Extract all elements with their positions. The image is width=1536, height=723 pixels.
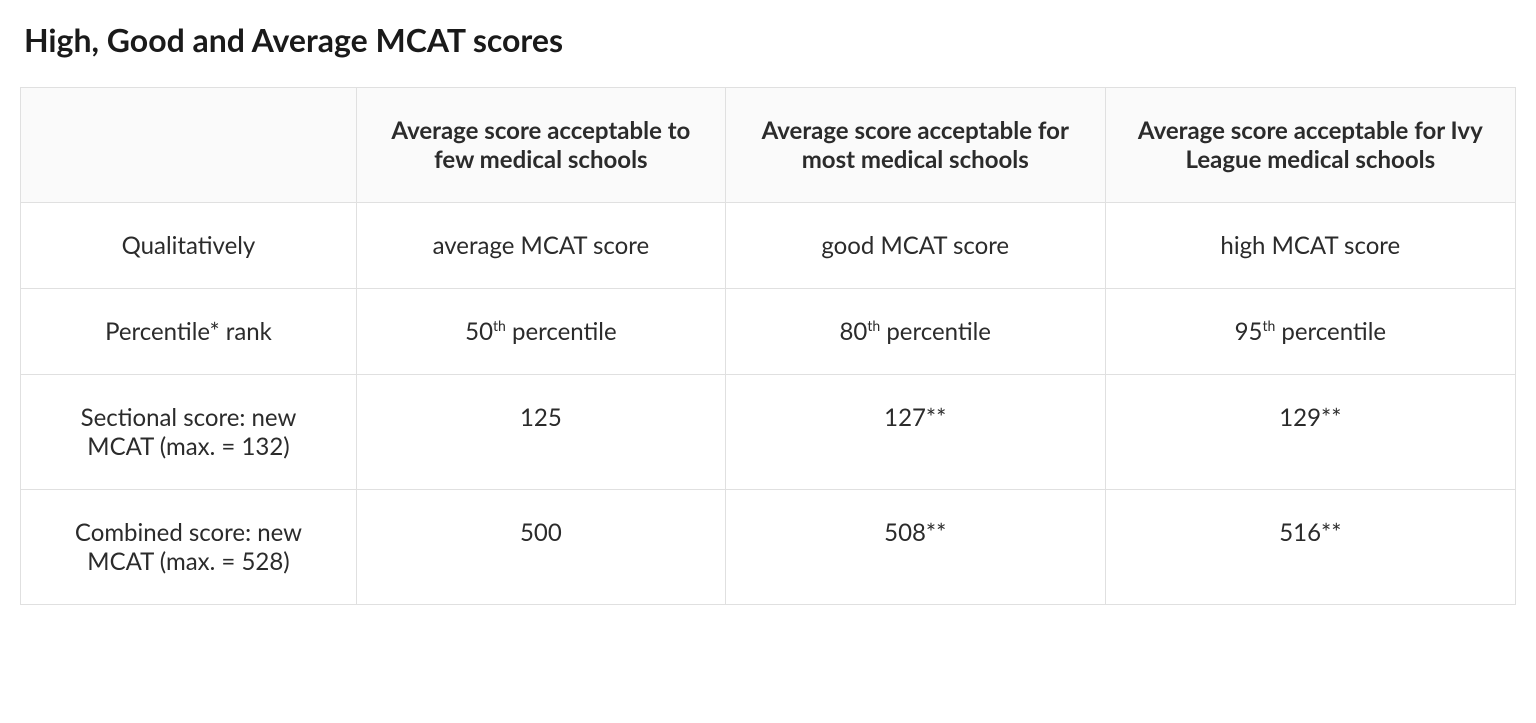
cell-qual-most: good MCAT score [725, 203, 1105, 289]
row-label-sectional: Sectional score: new MCAT (max. = 132) [21, 375, 357, 490]
cell-sectional-few: 125 [356, 375, 725, 490]
cell-percentile-ivy: 95th percentile [1105, 289, 1515, 375]
page-title: High, Good and Average MCAT scores [20, 20, 1516, 59]
page-container: High, Good and Average MCAT scores Avera… [20, 20, 1516, 605]
cell-sectional-most: 127** [725, 375, 1105, 490]
table-row: Qualitatively average MCAT score good MC… [21, 203, 1516, 289]
table-row: Combined score: new MCAT (max. = 528) 50… [21, 490, 1516, 605]
cell-percentile-most: 80th percentile [725, 289, 1105, 375]
cell-sectional-ivy: 129** [1105, 375, 1515, 490]
header-ivy-schools: Average score acceptable for Ivy League … [1105, 88, 1515, 203]
header-few-schools: Average score acceptable to few medical … [356, 88, 725, 203]
row-label-qualitatively: Qualitatively [21, 203, 357, 289]
cell-qual-few: average MCAT score [356, 203, 725, 289]
mcat-scores-table: Average score acceptable to few medical … [20, 87, 1516, 605]
cell-combined-most: 508** [725, 490, 1105, 605]
cell-percentile-few: 50th percentile [356, 289, 725, 375]
row-label-combined: Combined score: new MCAT (max. = 528) [21, 490, 357, 605]
table-row: Sectional score: new MCAT (max. = 132) 1… [21, 375, 1516, 490]
cell-qual-ivy: high MCAT score [1105, 203, 1515, 289]
header-most-schools: Average score acceptable for most medica… [725, 88, 1105, 203]
cell-combined-ivy: 516** [1105, 490, 1515, 605]
header-empty [21, 88, 357, 203]
cell-combined-few: 500 [356, 490, 725, 605]
table-header-row: Average score acceptable to few medical … [21, 88, 1516, 203]
row-label-percentile: Percentile* rank [21, 289, 357, 375]
table-row: Percentile* rank 50th percentile 80th pe… [21, 289, 1516, 375]
